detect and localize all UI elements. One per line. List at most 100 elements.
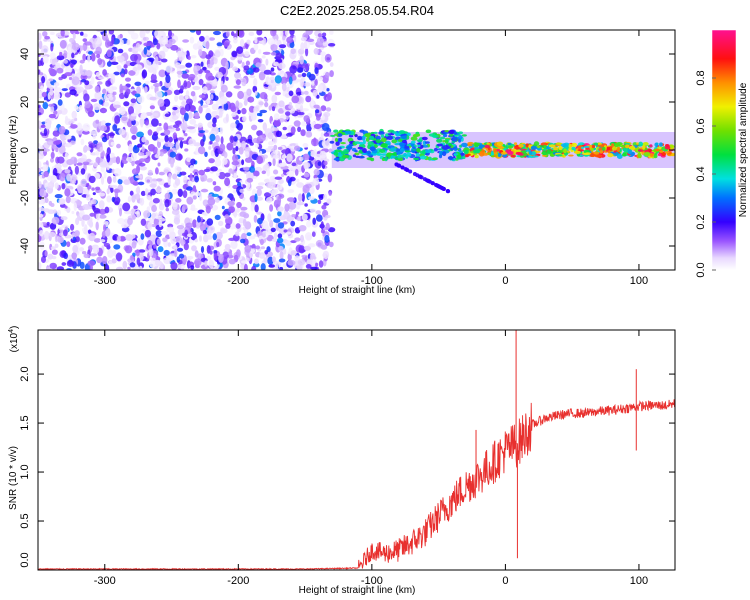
signal-cell	[380, 137, 387, 143]
noise-cell	[297, 193, 303, 202]
noise-cell	[230, 240, 238, 250]
noise-cell	[88, 51, 93, 55]
noise-cell	[235, 100, 240, 108]
signal-cell	[354, 152, 360, 156]
signal-cell	[601, 146, 606, 151]
noise-cell	[325, 214, 331, 219]
noise-cell	[246, 177, 254, 183]
noise-cell	[245, 60, 250, 66]
signal-cell	[410, 136, 418, 141]
noise-cell	[138, 152, 145, 157]
signal-cell	[454, 131, 457, 135]
noise-cell	[218, 171, 226, 180]
noise-cell	[216, 172, 220, 177]
noise-cell	[50, 31, 55, 35]
noise-cell	[38, 207, 45, 212]
noise-cell	[244, 157, 253, 163]
noise-cell	[213, 252, 218, 261]
signal-cell	[403, 152, 407, 157]
noise-cell	[101, 32, 108, 41]
noise-cell	[112, 235, 117, 241]
noise-cell	[125, 77, 131, 82]
noise-cell	[61, 88, 68, 92]
noise-cell	[110, 75, 116, 85]
noise-cell	[273, 169, 279, 175]
x-tick-label: -300	[94, 275, 116, 287]
noise-cell	[106, 153, 111, 163]
noise-cell	[190, 232, 197, 241]
noise-cell	[294, 255, 300, 262]
noise-cell	[246, 232, 252, 237]
noise-cell	[87, 219, 93, 226]
noise-cell	[215, 231, 223, 240]
noise-cell	[55, 62, 61, 68]
noise-cell	[81, 218, 85, 227]
noise-cell	[277, 233, 283, 239]
noise-cell	[284, 203, 290, 212]
noise-cell	[91, 52, 96, 62]
noise-cell	[109, 184, 118, 189]
noise-cell	[174, 120, 182, 125]
branch-cell	[422, 177, 427, 182]
noise-cell	[298, 156, 304, 161]
noise-cell	[190, 158, 196, 165]
noise-cell	[47, 103, 55, 107]
spectrogram-xlabel: Height of straight line (km)	[299, 285, 416, 296]
signal-cell	[380, 143, 388, 148]
noise-cell	[120, 73, 125, 78]
noise-cell	[201, 212, 207, 216]
signal-cell	[654, 142, 659, 148]
noise-cell	[315, 214, 323, 222]
signal-cell	[406, 144, 411, 147]
noise-cell	[231, 50, 238, 58]
noise-cell	[191, 245, 197, 252]
noise-cell	[148, 247, 154, 257]
noise-cell	[176, 166, 182, 172]
noise-cell	[168, 30, 172, 38]
noise-cell	[235, 231, 240, 237]
noise-cell	[233, 85, 242, 89]
signal-cell	[525, 143, 529, 148]
noise-cell	[305, 232, 312, 241]
noise-cell	[313, 168, 320, 176]
noise-cell	[310, 150, 316, 158]
noise-cell	[167, 178, 171, 186]
noise-cell	[256, 37, 264, 41]
noise-cell	[266, 246, 271, 253]
noise-cell	[279, 30, 284, 37]
noise-cell	[77, 185, 83, 193]
noise-cell	[169, 151, 176, 158]
noise-cell	[212, 95, 219, 101]
noise-cell	[303, 41, 307, 49]
noise-cell	[287, 189, 295, 194]
noise-cell	[320, 55, 325, 63]
noise-cell	[51, 249, 58, 255]
noise-cell	[204, 151, 208, 157]
noise-cell	[194, 258, 202, 267]
noise-cell	[137, 143, 143, 148]
x-tick-label: 0	[502, 575, 508, 587]
noise-cell	[298, 245, 306, 254]
noise-cell	[119, 176, 128, 180]
noise-cell	[314, 67, 319, 75]
noise-cell	[163, 169, 170, 173]
noise-cell	[312, 89, 318, 97]
noise-cell	[68, 76, 73, 81]
noise-cell	[228, 237, 236, 241]
noise-cell	[179, 107, 186, 116]
noise-cell	[144, 119, 149, 126]
noise-cell	[197, 45, 203, 51]
noise-cell	[74, 105, 79, 110]
snr-scale-label: (x104)	[8, 326, 20, 353]
noise-cell	[47, 181, 55, 189]
noise-cell	[131, 135, 137, 140]
noise-cell	[287, 253, 292, 261]
noise-cell	[96, 256, 103, 264]
noise-cell	[263, 224, 269, 230]
noise-cell	[239, 188, 245, 193]
noise-cell	[205, 54, 212, 60]
signal-cell	[484, 144, 490, 149]
noise-cell	[148, 57, 155, 62]
noise-cell	[278, 162, 287, 167]
signal-cell	[478, 144, 485, 148]
